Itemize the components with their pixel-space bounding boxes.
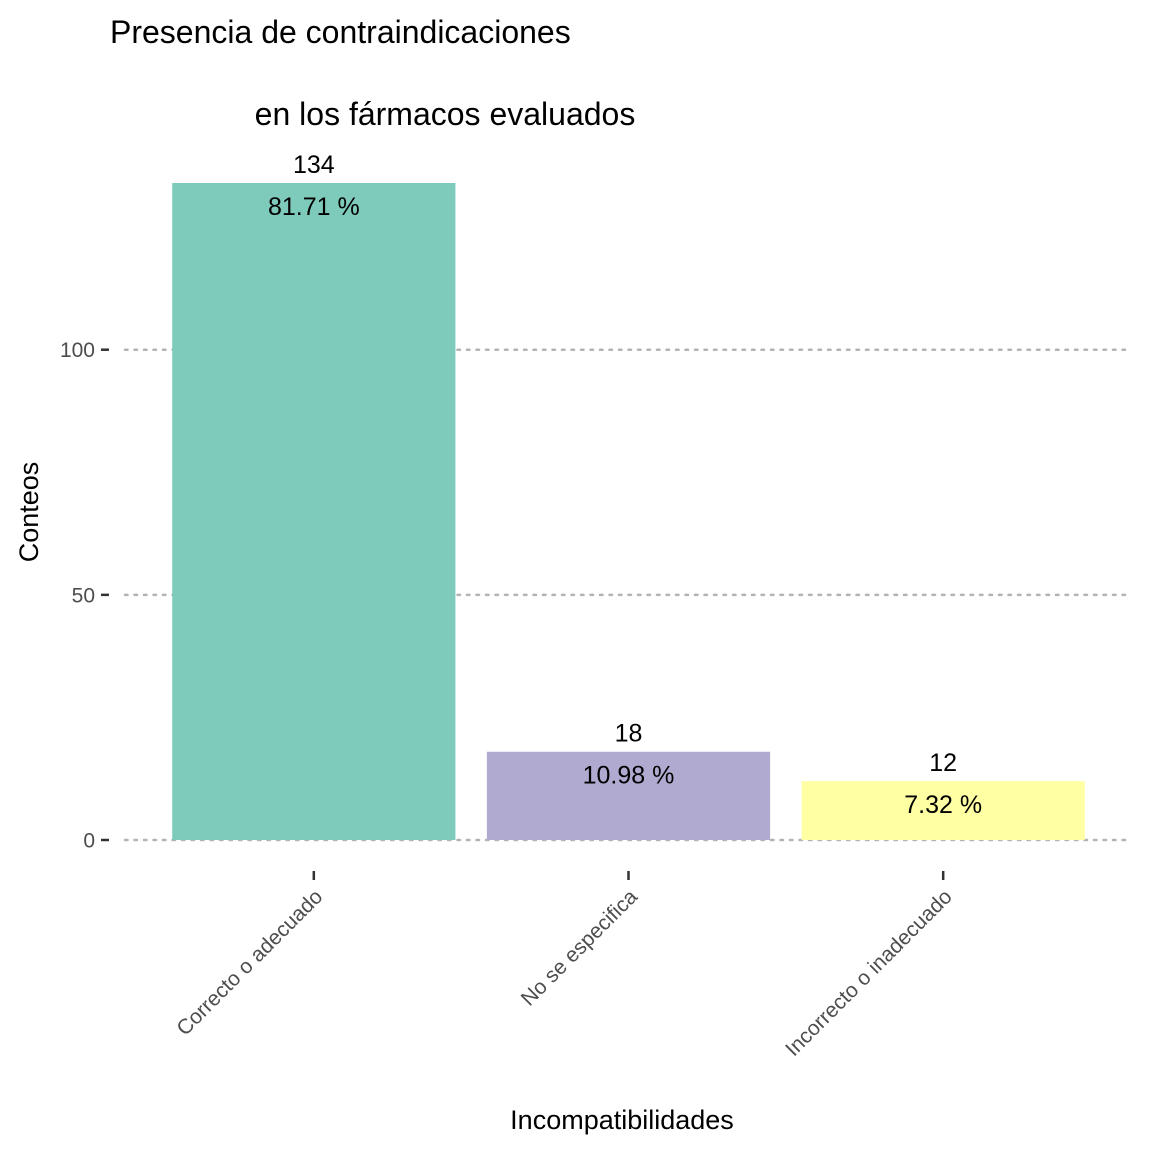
y-tick-label: 100 <box>60 339 95 362</box>
y-axis: 0 50 100 <box>60 339 109 853</box>
x-axis-title: Incompatibilidades <box>510 1105 734 1135</box>
chart-title-line-2: en los fármacos evaluados <box>255 96 636 132</box>
x-tick-label: No se especifica <box>517 885 642 1010</box>
bar-count-label: 18 <box>615 720 643 748</box>
y-tick-label: 50 <box>72 584 95 607</box>
y-tick-label: 0 <box>83 830 95 853</box>
data-labels: 134 81.71 % 18 10.98 % 12 7.32 % <box>268 151 982 819</box>
bar-percent-label: 7.32 % <box>904 791 982 819</box>
bar-count-label: 134 <box>293 151 335 179</box>
bar-1 <box>172 183 456 840</box>
x-axis: Correcto o adecuado No se especifica Incor… <box>172 871 957 1061</box>
chart-title: Presencia de contraindicaciones en los f… <box>110 14 635 132</box>
x-tick-label: Incorrecto o inadecuado <box>781 885 957 1061</box>
bar-percent-label: 10.98 % <box>583 762 675 790</box>
x-tick-label: Correcto o adecuado <box>172 885 327 1040</box>
y-axis-title: Conteos <box>14 462 44 563</box>
bar-2 <box>486 751 771 840</box>
bars <box>172 183 1085 840</box>
chart-title-line-1: Presencia de contraindicaciones <box>110 14 571 50</box>
bar-3 <box>801 781 1085 840</box>
bar-percent-label: 81.71 % <box>268 193 360 221</box>
bar-count-label: 12 <box>929 749 957 777</box>
